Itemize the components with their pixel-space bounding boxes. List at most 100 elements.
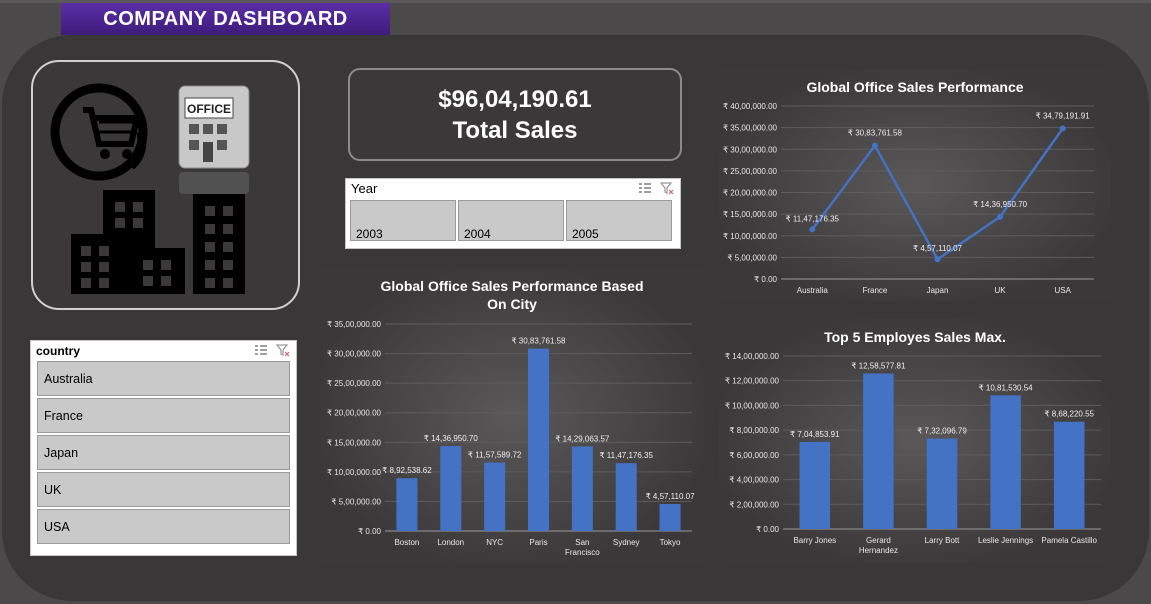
chart-title: Global Office Sales Performance (806, 79, 1024, 95)
country-item-uk[interactable]: UK (37, 472, 290, 507)
y-tick-label: ₹ 14,00,000.00 (725, 352, 780, 361)
x-tick-label: UK (995, 286, 1007, 295)
y-tick-label: ₹ 20,00,000.00 (327, 409, 382, 418)
y-tick-label: ₹ 25,00,000.00 (723, 167, 778, 176)
chart-title-line: On City (487, 296, 537, 312)
country-item-japan[interactable]: Japan (37, 435, 290, 470)
y-tick-label: ₹ 5,00,000.00 (331, 497, 381, 506)
y-tick-label: ₹ 0.00 (358, 527, 381, 536)
bar (990, 395, 1021, 529)
sheet-gridline-strip (0, 0, 1151, 3)
country-item-australia[interactable]: Australia (37, 361, 290, 396)
data-label: ₹ 30,83,761.58 (511, 337, 566, 346)
data-point (1059, 125, 1066, 132)
y-tick-label: ₹ 5,00,000.00 (727, 253, 777, 262)
data-label: ₹ 4,57,110.07 (646, 492, 696, 501)
bar (396, 478, 418, 531)
city-sales-bar-chart[interactable]: Global Office Sales Performance Based On… (320, 268, 704, 564)
shopping-cart-at-icon (50, 83, 148, 181)
country-slicer: country Australia France Japan UK USA (30, 340, 297, 556)
data-label: ₹ 14,29,063.57 (555, 434, 610, 443)
multi-select-icon[interactable] (638, 181, 652, 195)
office-sign-text: OFFICE (187, 102, 231, 116)
data-label: ₹ 7,32,096.79 (917, 427, 967, 436)
country-sales-line-chart[interactable]: Global Office Sales Performance ₹ 0.00 ₹ … (719, 69, 1111, 301)
bar (615, 463, 637, 531)
country-item-usa[interactable]: USA (37, 509, 290, 544)
total-sales-label: Total Sales (452, 117, 578, 144)
data-label: ₹ 12,58,577.81 (851, 361, 906, 370)
x-tick-label: Larry Bott (925, 536, 960, 545)
y-tick-label: ₹ 0.00 (756, 525, 779, 534)
x-tick-label: London (437, 538, 464, 547)
buildings-icon (71, 190, 245, 294)
data-label: ₹ 7,04,853.91 (790, 430, 840, 439)
y-tick-label: ₹ 0.00 (754, 275, 777, 284)
year-item[interactable]: 2003 (350, 200, 456, 241)
x-tick-label: Barry Jones (793, 536, 836, 545)
x-tick-label: Japan (927, 286, 949, 295)
y-tick-label: ₹ 15,00,000.00 (723, 210, 778, 219)
data-label: ₹ 8,92,538.62 (382, 466, 432, 475)
x-tick-label: Francisco (565, 548, 600, 557)
data-label: ₹ 30,83,761.58 (848, 129, 903, 138)
data-label: ₹ 14,36,950.70 (973, 200, 1028, 209)
bar (440, 446, 462, 531)
year-slicer-header: Year (346, 179, 680, 199)
employee-bar-chart-svg: ₹ 0.00 ₹ 2,00,000.00 ₹ 4,00,000.00 ₹ 6,00,0… (725, 352, 1101, 555)
dashboard-title: COMPANY DASHBOARD (61, 3, 390, 35)
country-slicer-header: country (31, 341, 296, 361)
y-tick-label: ₹ 20,00,000.00 (723, 189, 778, 198)
x-tick-label: France (862, 286, 887, 295)
bar (484, 462, 506, 531)
x-tick-label: Leslie Jennings (978, 536, 1033, 545)
data-label: ₹ 11,47,176.35 (599, 451, 653, 460)
data-label: ₹ 11,47,176.35 (786, 214, 840, 223)
y-tick-label: ₹ 10,00,000.00 (327, 468, 382, 477)
x-tick-label: Sydney (613, 538, 640, 547)
employee-sales-bar-chart[interactable]: Top 5 Employes Sales Max. ₹ 0.00 ₹ 2,00,0… (719, 319, 1111, 563)
multi-select-icon[interactable] (254, 343, 268, 357)
x-tick-label: San (575, 538, 589, 547)
year-item[interactable]: 2005 (566, 200, 672, 241)
y-tick-label: ₹ 12,00,000.00 (725, 377, 780, 386)
country-slicer-items: Australia France Japan UK USA (31, 361, 296, 544)
year-slicer-title: Year (351, 181, 378, 196)
total-sales-value: $96,04,190.61 (438, 86, 592, 113)
y-tick-label: ₹ 10,00,000.00 (725, 401, 780, 410)
y-tick-label: ₹ 4,00,000.00 (729, 476, 779, 485)
data-label: ₹ 34,79,191.91 (1036, 112, 1091, 121)
clear-filter-icon[interactable] (660, 181, 674, 195)
y-tick-label: ₹ 30,00,000.00 (723, 145, 778, 154)
y-tick-label: ₹ 10,00,000.00 (723, 232, 778, 241)
country-slicer-title: country (36, 344, 81, 358)
y-tick-label: ₹ 30,00,000.00 (327, 350, 382, 359)
series-line (811, 127, 1064, 262)
clear-filter-icon[interactable] (276, 343, 290, 357)
bar (799, 441, 831, 529)
bar (527, 348, 550, 531)
bar (926, 438, 958, 529)
chart-title-line: Global Office Sales Performance Based (380, 278, 644, 294)
data-label: ₹ 11,57,589.72 (468, 451, 522, 460)
x-tick-label: Paris (529, 538, 547, 547)
chart-title: Global Office Sales Performance Based On… (320, 277, 704, 313)
x-tick-label: Tokyo (660, 538, 681, 547)
x-tick-label: Boston (394, 538, 419, 547)
year-slicer-items: 2003 2004 2005 (346, 199, 680, 242)
y-tick-label: ₹ 35,00,000.00 (327, 320, 382, 329)
bar (571, 446, 593, 531)
year-item[interactable]: 2004 (458, 200, 564, 241)
logo-art: OFFICE (50, 83, 250, 294)
y-tick-label: ₹ 25,00,000.00 (327, 379, 382, 388)
city-bar-chart-svg: ₹ 0.00 ₹ 5,00,000.00 ₹ 10,00,000.00 ₹ 15,00… (327, 320, 696, 557)
x-tick-label: Hernandez (859, 546, 898, 555)
data-label: ₹ 4,57,110.07 (913, 244, 963, 253)
x-tick-label: Pamela Castillo (1041, 536, 1097, 545)
data-label: ₹ 8,68,220.55 (1044, 410, 1094, 419)
y-tick-label: ₹ 40,00,000.00 (723, 102, 778, 111)
x-tick-label: NYC (486, 538, 503, 547)
country-item-france[interactable]: France (37, 398, 290, 433)
office-building-icon: OFFICE (178, 85, 250, 194)
x-tick-label: Gerard (866, 536, 891, 545)
